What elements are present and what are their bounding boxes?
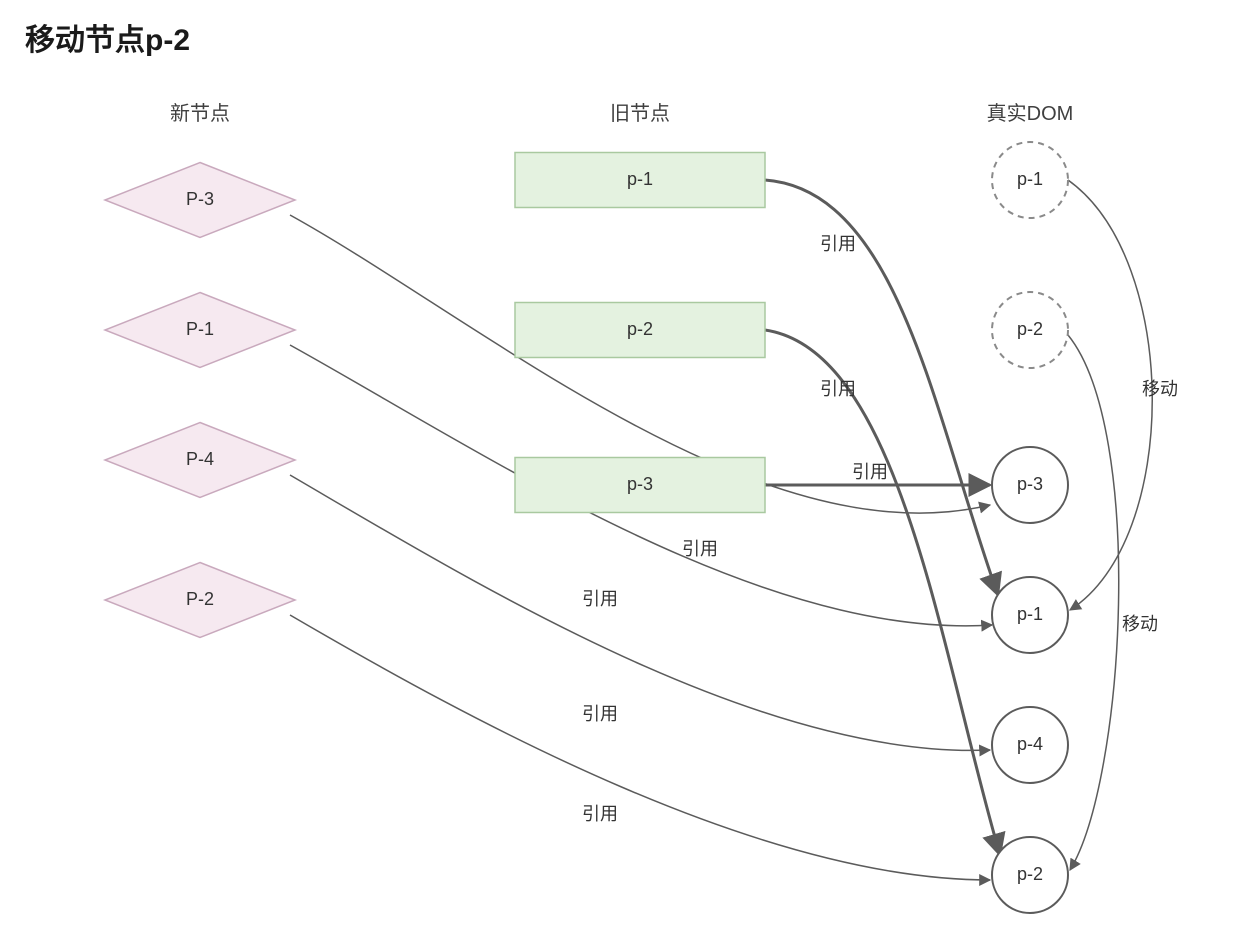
new-node-label-p-3: P-3 [186,189,214,209]
edge-dom-p1-old-to-dom-p1 [1068,180,1152,610]
edge-old-p1-to-dom-p1 [765,180,998,595]
edge-label-dom-p2-old-dom-p2: 移动 [1122,614,1158,634]
old-node-label-p-2: p-2 [627,319,653,339]
dom-node-label-dom-p2: p-2 [1017,864,1043,884]
edge-label-new-p1-dom-p1: 引用 [582,589,618,609]
edge-new-p4-to-dom-p4 [290,475,990,750]
edge-label-old-p2-dom-p2: 引用 [820,379,856,399]
edge-label-new-p4-dom-p4: 引用 [582,704,618,724]
column-header-new: 新节点 [170,102,230,125]
new-node-label-p-1: P-1 [186,319,214,339]
dom-node-label-dom-p3: p-3 [1017,474,1043,494]
old-node-label-p-1: p-1 [627,169,653,189]
old-node-label-p-3: p-3 [627,474,653,494]
column-header-dom: 真实DOM [987,102,1074,125]
dom-node-label-dom-p1: p-1 [1017,604,1043,624]
new-node-label-p-4: P-4 [186,449,214,469]
new-node-label-p-2: P-2 [186,589,214,609]
dom-node-label-dom-p2-old: p-2 [1017,319,1043,339]
edge-label-new-p2-dom-p2: 引用 [582,804,618,824]
edge-old-p2-to-dom-p2 [765,330,1000,855]
edge-new-p2-to-dom-p2 [290,615,990,880]
edge-label-old-p3-dom-p3: 引用 [852,462,888,482]
diagram-title: 移动节点p-2 [25,24,190,57]
edge-label-new-p3-dom-p3: 引用 [682,539,718,559]
column-header-old: 旧节点 [610,102,670,125]
edge-dom-p2-old-to-dom-p2 [1068,335,1119,870]
dom-node-label-dom-p4: p-4 [1017,734,1043,754]
edge-label-dom-p1-old-dom-p1: 移动 [1142,379,1178,399]
edge-label-old-p1-dom-p1: 引用 [820,234,856,254]
dom-node-label-dom-p1-old: p-1 [1017,169,1043,189]
